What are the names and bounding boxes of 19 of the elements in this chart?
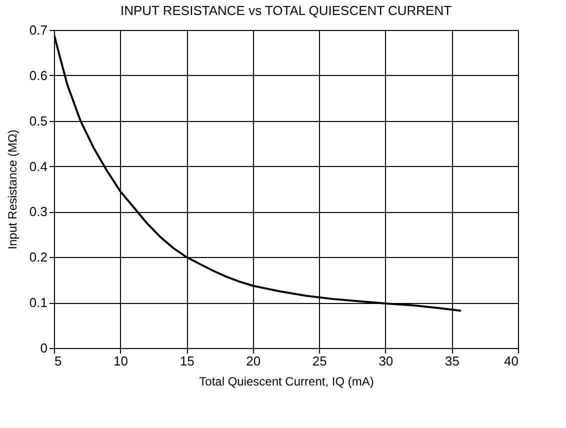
x-tick-label: 30 <box>378 354 394 368</box>
x-tick-label: 40 <box>504 354 518 368</box>
y-tick-label: 0 <box>40 340 48 356</box>
x-axis-title: Total Quiescent Current, IQ (mA) <box>199 374 374 388</box>
x-tick-label: 15 <box>180 354 194 368</box>
y-tick-label: 0.6 <box>29 68 48 83</box>
x-tick-label: 35 <box>444 354 460 368</box>
y-tick-label: 0.7 <box>29 22 48 38</box>
y-axis-title: Input Resistance (MΩ) <box>5 130 20 250</box>
y-tick-label: 0.5 <box>29 113 48 128</box>
y-tick-label: 0.2 <box>29 250 48 265</box>
y-tick-label: 0.4 <box>29 158 48 174</box>
x-tick-label: 5 <box>54 354 62 368</box>
x-tick-label: 25 <box>312 354 327 368</box>
y-tick-label: 0.1 <box>29 295 48 310</box>
y-tick-label: 0.3 <box>29 204 48 220</box>
x-tick-label: 10 <box>114 354 128 368</box>
chart-title: INPUT RESISTANCE vs TOTAL QUIESCENT CURRENT <box>120 3 452 18</box>
x-tick-label: 20 <box>246 354 261 368</box>
